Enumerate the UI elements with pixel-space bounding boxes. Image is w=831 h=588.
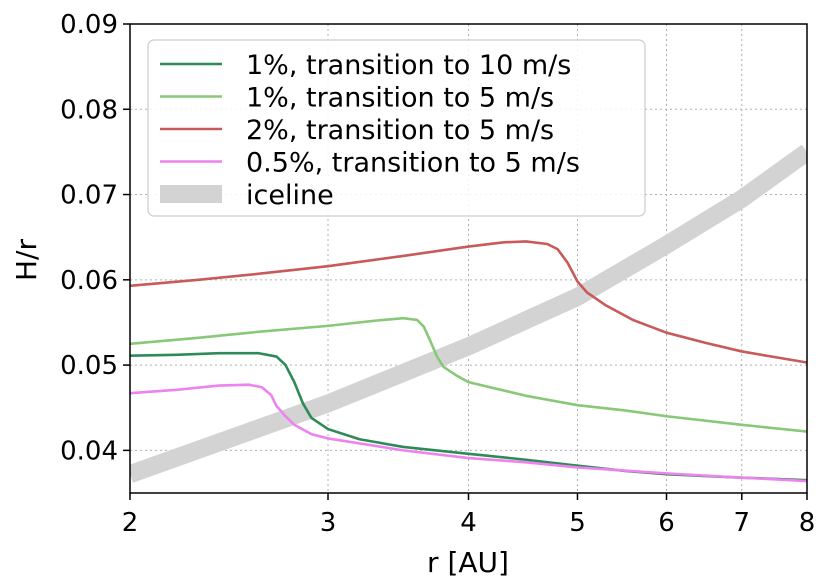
series-line-2: [130, 240, 807, 364]
y-tick-label: 0.08: [60, 95, 118, 125]
y-axis-label: H/r: [10, 239, 43, 281]
legend-label: 1%, transition to 5 m/s: [246, 83, 554, 114]
x-tick-label: 7: [734, 508, 751, 538]
series-layer: [130, 144, 807, 483]
series-line-3: [130, 383, 807, 483]
y-tick-label: 0.07: [60, 181, 118, 211]
x-tick-label: 2: [122, 508, 139, 538]
legend-label: iceline: [246, 180, 334, 211]
legend-label: 1%, transition to 10 m/s: [246, 50, 571, 81]
series-line-0: [130, 351, 807, 482]
y-tick-label: 0.09: [60, 10, 118, 40]
legend-box: [147, 39, 646, 217]
y-tick-label: 0.06: [60, 266, 118, 296]
legend-label: 2%, transition to 5 m/s: [246, 115, 554, 146]
y-tick-label: 0.05: [60, 351, 118, 381]
x-tick-label: 8: [799, 508, 816, 538]
legend: 1%, transition to 10 m/s1%, transition t…: [147, 39, 646, 217]
x-tick-label: 6: [658, 508, 675, 538]
legend-label: 0.5%, transition to 5 m/s: [246, 148, 580, 179]
ticks: 2 3 4 5 6 7 8 0.04 0.05 0.06 0.07 0.08 0.09: [60, 10, 815, 538]
x-tick-label: 3: [320, 508, 337, 538]
y-tick-label: 0.04: [60, 436, 118, 466]
x-axis-label: r [AU]: [427, 546, 509, 579]
x-tick-label: 4: [460, 508, 477, 538]
x-tick-label: 5: [569, 508, 586, 538]
iceline-band: [130, 144, 807, 483]
series-line-1: [130, 316, 807, 433]
